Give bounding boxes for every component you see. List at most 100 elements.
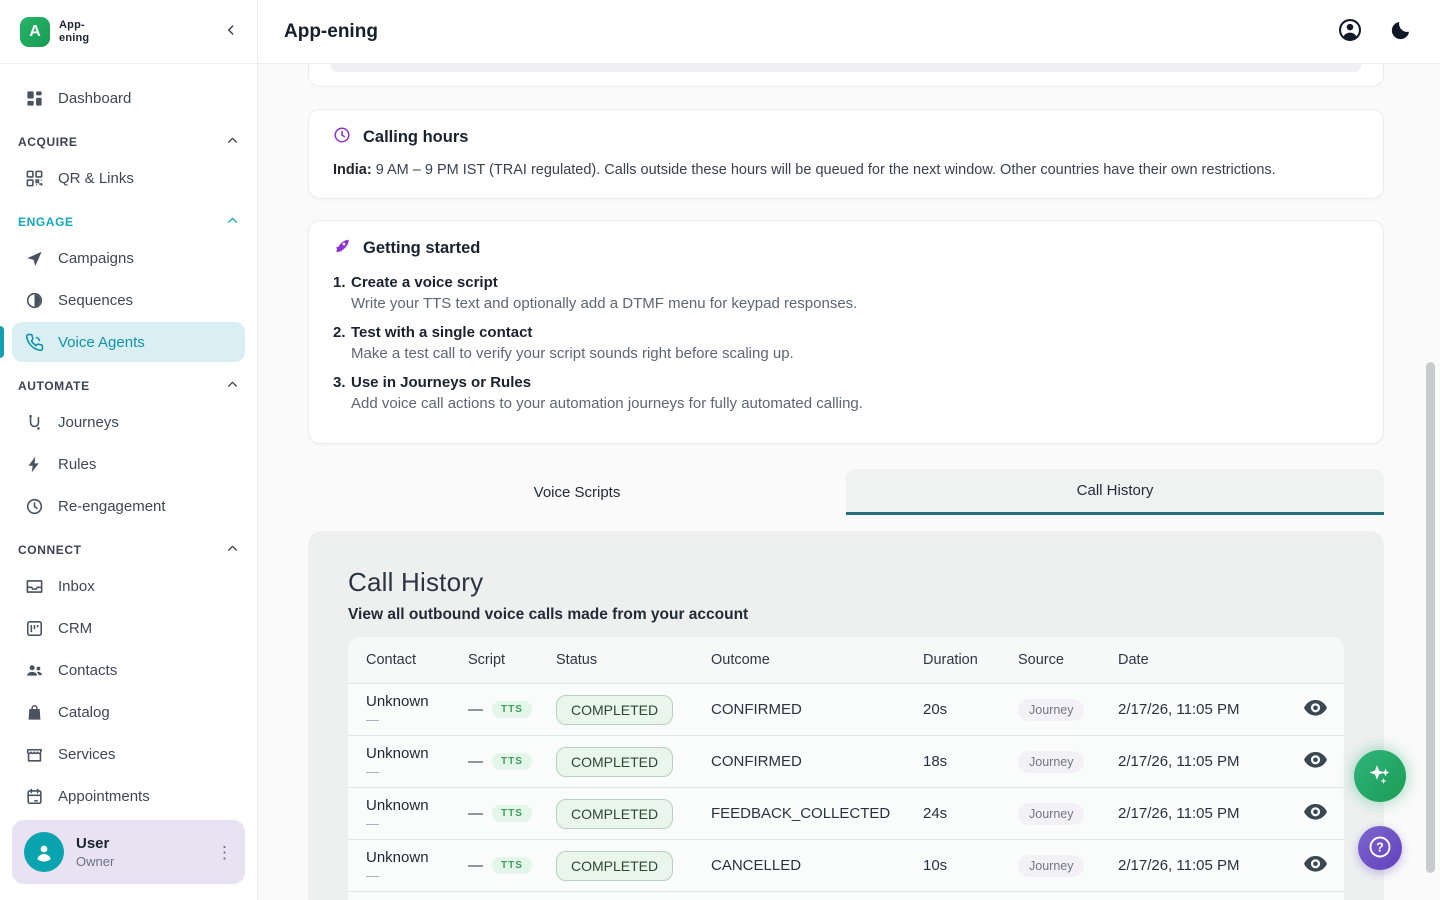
sidebar-item-appointments[interactable]: Appointments	[12, 776, 245, 810]
content-area: Calling hours India: 9 AM – 9 PM IST (TR…	[258, 64, 1440, 900]
sidebar-section-automate[interactable]: AUTOMATE	[18, 378, 239, 394]
status-cell: COMPLETED	[556, 694, 711, 725]
sidebar-item-label: Re-engagement	[58, 497, 166, 515]
help-button[interactable]: ?	[1358, 826, 1402, 870]
sidebar-item-services[interactable]: Services	[12, 734, 245, 774]
storefront-icon	[24, 744, 44, 764]
qr-icon	[24, 168, 44, 188]
table-row: Unknown — — TTS COMPLETED FEEDBACK_COLLECTED 2…	[348, 788, 1344, 840]
sidebar-item-dashboard[interactable]: Dashboard	[12, 78, 245, 118]
source-cell: Journey	[1018, 750, 1118, 773]
table-header-row: Contact Script Status Outcome Duration Source…	[348, 637, 1344, 684]
sequence-icon	[24, 290, 44, 310]
contact-cell: Unknown —	[366, 745, 468, 779]
view-call-button[interactable]	[1291, 803, 1328, 824]
view-call-button[interactable]	[1291, 855, 1328, 876]
main-area: App-ening	[258, 0, 1440, 900]
chevron-up-icon	[226, 542, 239, 558]
sidebar-section-connect[interactable]: CONNECT	[18, 542, 239, 558]
tab-call-history[interactable]: Call History	[846, 469, 1384, 515]
script-value: —	[468, 857, 483, 874]
date-cell: 2/17/26, 11:05 PM	[1118, 857, 1240, 874]
sidebar-nav: Dashboard ACQUIRE QR & Links ENGAGE Campaig…	[0, 64, 257, 810]
account-button[interactable]	[1337, 17, 1363, 46]
script-value: —	[468, 701, 483, 718]
step-title: Test with a single contact	[351, 324, 533, 341]
user-circle-icon	[1337, 17, 1363, 46]
rocket-icon	[333, 237, 351, 260]
chevron-up-icon	[226, 214, 239, 230]
table-row: Unknown — — TTS COMPLETED CANCELLED 10s Journey…	[348, 840, 1344, 892]
sidebar-item-rules[interactable]: Rules	[12, 444, 245, 484]
scrolled-card-inner	[331, 64, 1361, 72]
sidebar-section-engage[interactable]: ENGAGE	[18, 214, 239, 230]
sidebar-item-qr-links[interactable]: QR & Links	[12, 158, 245, 198]
column-header: Script	[468, 652, 506, 668]
sidebar-item-label: Catalog	[58, 703, 110, 721]
users-icon	[24, 660, 44, 680]
step-description: Add voice call actions to your automatio…	[351, 395, 863, 412]
scrollbar-thumb[interactable]	[1426, 362, 1435, 873]
column-header: Contact	[366, 652, 416, 668]
calling-hours-title: Calling hours	[363, 128, 469, 146]
duration-cell: 10s	[923, 857, 948, 874]
duration-cell: 24s	[923, 805, 948, 822]
column-header: Duration	[923, 652, 978, 668]
clock-purple-icon	[333, 126, 351, 149]
view-call-button[interactable]	[1291, 751, 1328, 772]
route-icon	[24, 412, 44, 432]
outcome-cell: CONFIRMED	[711, 753, 802, 770]
avatar	[24, 832, 64, 872]
sidebar-item-campaigns[interactable]: Campaigns	[12, 238, 245, 278]
source-cell: Journey	[1018, 854, 1118, 877]
outcome-cell: FEEDBACK_COLLECTED	[711, 805, 891, 822]
sidebar-item-contacts[interactable]: Contacts	[12, 650, 245, 690]
ai-assistant-button[interactable]	[1354, 750, 1406, 802]
sidebar-sections: ACQUIRE QR & Links ENGAGE Campaigns Sequence…	[0, 134, 245, 810]
date-cell: 2/17/26, 11:05 PM	[1118, 753, 1240, 770]
sidebar-item-sequences[interactable]: Sequences	[12, 280, 245, 320]
getting-started-steps: 1. Create a voice script Write your TTS te…	[333, 273, 1359, 413]
table-row: Unknown — — TTS COMPLETED CONFIRMED 20s Journey…	[348, 684, 1344, 736]
sidebar-item-label: Rules	[58, 455, 97, 473]
sidebar-collapse-button[interactable]	[223, 22, 239, 41]
status-cell: COMPLETED	[556, 798, 711, 829]
source-badge: Journey	[1018, 698, 1085, 721]
duration-cell: 18s	[923, 753, 948, 770]
call-history-title: Call History	[348, 567, 484, 597]
contact-cell: Unknown —	[366, 693, 468, 727]
sidebar-item-catalog[interactable]: Catalog	[12, 692, 245, 732]
column-header: Outcome	[711, 652, 770, 668]
sidebar-logo-row: A App- ening	[0, 0, 257, 64]
getting-started-step: 2. Test with a single contact Make a test …	[333, 323, 1359, 363]
tab-voice-scripts[interactable]: Voice Scripts	[308, 469, 846, 515]
source-badge: Journey	[1018, 750, 1085, 773]
calling-hours-body: India: 9 AM – 9 PM IST (TRAI regulated).…	[333, 161, 1359, 180]
outcome-cell: CONFIRMED	[711, 701, 802, 718]
script-value: —	[468, 753, 483, 770]
user-role: Owner	[76, 854, 115, 869]
dark-mode-button[interactable]	[1389, 19, 1412, 45]
status-badge: COMPLETED	[556, 694, 674, 725]
sidebar-item-voice-agents[interactable]: Voice Agents	[0, 322, 245, 362]
sidebar-item-crm[interactable]: CRM	[12, 608, 245, 648]
user-menu-button[interactable]: ⋮	[216, 844, 233, 861]
sidebar-item-journeys[interactable]: Journeys	[12, 402, 245, 442]
step-number: 2.	[333, 324, 346, 341]
contact-cell: Unknown —	[366, 797, 468, 831]
sidebar: A App- ening Dashboard ACQUIRE QR & Links…	[0, 0, 258, 900]
sidebar-item-re-engagement[interactable]: Re-engagement	[12, 486, 245, 526]
app-logo-icon: A	[20, 16, 50, 47]
sidebar-item-inbox[interactable]: Inbox	[12, 566, 245, 606]
view-call-button[interactable]	[1291, 699, 1328, 720]
source-badge: Journey	[1018, 854, 1085, 877]
contact-sub: —	[366, 815, 379, 831]
calling-hours-lead: India:	[333, 162, 372, 178]
contact-cell: Unknown —	[366, 849, 468, 883]
sidebar-section-acquire[interactable]: ACQUIRE	[18, 134, 239, 150]
script-cell: — TTS	[468, 805, 556, 822]
user-card[interactable]: User Owner ⋮	[12, 820, 245, 884]
svg-text:?: ?	[1376, 840, 1384, 854]
header-actions	[1337, 17, 1412, 46]
